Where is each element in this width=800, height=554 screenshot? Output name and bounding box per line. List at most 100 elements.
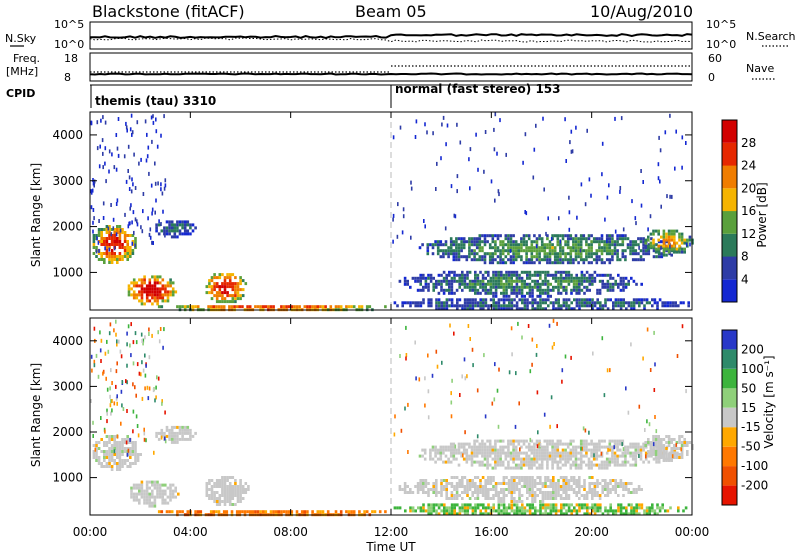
heatmap-cell — [445, 276, 448, 280]
heatmap-cell — [110, 228, 114, 231]
heatmap-cell — [541, 291, 545, 295]
heatmap-cell — [129, 441, 132, 444]
heatmap-cell — [515, 288, 519, 292]
heatmap-cell — [103, 240, 106, 243]
heatmap-cell — [591, 503, 594, 507]
heatmap-cell — [492, 301, 495, 305]
heatmap-cell — [239, 282, 242, 286]
heatmap-cell — [662, 238, 666, 242]
heatmap-cell — [668, 252, 671, 256]
heatmap-cell — [540, 243, 544, 247]
velocity-colorbar-label: Velocity [m s⁻¹] — [762, 355, 776, 448]
heatmap-cell — [183, 425, 187, 429]
heatmap-cell — [509, 255, 513, 259]
heatmap-cell — [136, 456, 140, 459]
heatmap-cell — [556, 255, 560, 259]
heatmap-cell — [440, 307, 443, 311]
heatmap-cell — [488, 445, 492, 449]
heatmap-cell — [510, 270, 513, 274]
heatmap-cell — [223, 297, 227, 301]
heatmap-cell — [611, 249, 614, 253]
freq-trace — [89, 72, 693, 76]
heatmap-cell — [647, 441, 650, 444]
heatmap-cell — [505, 482, 508, 485]
heatmap-cell — [588, 273, 591, 277]
heatmap-cell — [178, 223, 182, 227]
heatmap-cell — [121, 246, 124, 249]
heatmap-cell — [644, 441, 647, 444]
heatmap-cell — [500, 307, 503, 311]
heatmap-cell — [541, 491, 545, 494]
heatmap-cell — [521, 509, 524, 513]
heatmap-cell — [590, 261, 593, 265]
heatmap-cell — [181, 431, 184, 435]
heatmap-cell — [601, 141, 604, 146]
heatmap-cell — [463, 282, 467, 286]
heatmap-cell — [538, 448, 541, 452]
heatmap-cell — [526, 488, 529, 491]
x-tick-label: 00:00 — [73, 525, 108, 539]
heatmap-cell — [502, 482, 506, 485]
heatmap-cell — [592, 445, 596, 449]
heatmap-cell — [427, 494, 430, 497]
heatmap-cell — [181, 232, 184, 236]
heatmap-cell — [151, 275, 154, 279]
heatmap-cell — [590, 243, 593, 247]
heatmap-cell — [183, 431, 187, 435]
heatmap-cell — [209, 305, 213, 309]
heatmap-cell — [523, 282, 526, 286]
heatmap-cell — [463, 476, 467, 479]
heatmap-cell — [583, 512, 586, 516]
heatmap-cell — [570, 512, 573, 516]
heatmap-cell — [561, 237, 565, 241]
heatmap-cell — [546, 485, 550, 488]
heatmap-cell — [515, 476, 519, 479]
heatmap-cell — [476, 301, 480, 305]
heatmap-cell — [530, 439, 534, 443]
heatmap-cell — [609, 506, 612, 510]
heatmap-cell — [526, 285, 529, 289]
heatmap-cell — [205, 488, 209, 491]
heatmap-cell — [442, 291, 446, 295]
heatmap-cell — [492, 294, 495, 298]
heatmap-cell — [176, 229, 179, 233]
heatmap-cell — [321, 510, 325, 514]
heatmap-cell — [158, 290, 162, 294]
heatmap-cell — [510, 298, 514, 302]
heatmap-cell — [507, 445, 510, 449]
heatmap-cell — [218, 294, 222, 298]
heatmap-cell — [209, 510, 213, 514]
heatmap-cell — [274, 510, 278, 514]
heatmap-cell — [652, 457, 656, 461]
heatmap-cell — [541, 512, 545, 516]
heatmap-cell — [173, 232, 177, 236]
heatmap-cell — [520, 240, 523, 244]
heatmap-cell — [460, 445, 463, 449]
heatmap-cell — [507, 243, 510, 247]
heatmap-cell — [457, 252, 461, 256]
heatmap-cell — [533, 479, 537, 482]
heatmap-cell — [656, 503, 659, 507]
heatmap-cell — [453, 331, 455, 336]
heatmap-cell — [170, 440, 174, 444]
heatmap-cell — [183, 305, 187, 309]
heatmap-cell — [481, 491, 485, 494]
heatmap-cell — [416, 276, 420, 280]
heatmap-cell — [543, 187, 545, 192]
heatmap-cell — [158, 275, 162, 279]
heatmap-cell — [411, 506, 415, 510]
heatmap-cell — [126, 255, 129, 258]
heatmap-cell — [455, 494, 459, 497]
heatmap-cell — [134, 243, 136, 248]
heatmap-cell — [513, 482, 516, 485]
heatmap-cell — [652, 438, 655, 441]
heatmap-cell — [525, 211, 528, 216]
heatmap-cell — [504, 249, 508, 253]
heatmap-cell — [218, 497, 222, 500]
heatmap-cell — [496, 246, 500, 250]
heatmap-cell — [592, 240, 596, 244]
heatmap-cell — [140, 495, 144, 499]
heatmap-cell — [499, 463, 502, 467]
heatmap-cell — [455, 237, 458, 241]
